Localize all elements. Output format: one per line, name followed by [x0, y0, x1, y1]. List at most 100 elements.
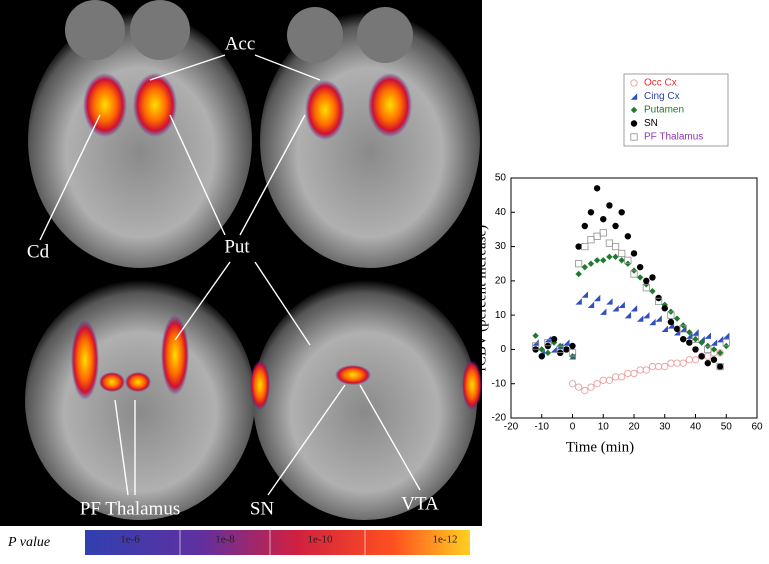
marker — [624, 369, 632, 378]
y-tick-label: -10 — [492, 378, 507, 389]
marker — [723, 332, 730, 339]
activation — [250, 360, 270, 410]
legend-marker — [630, 120, 638, 127]
marker — [612, 222, 619, 230]
image-label: VTA — [401, 493, 439, 514]
pointer — [149, 54, 226, 81]
x-tick-label: 0 — [570, 422, 576, 433]
marker — [667, 311, 675, 319]
marker — [587, 383, 595, 391]
marker — [655, 297, 663, 306]
x-tick-label: -10 — [535, 422, 550, 433]
image-label: SN — [250, 498, 275, 519]
marker — [593, 232, 601, 240]
colorbar-label: 1e-10 — [307, 534, 333, 546]
marker — [618, 373, 626, 381]
marker — [643, 311, 650, 319]
marker — [575, 270, 582, 278]
pointer — [169, 114, 226, 236]
activation — [99, 372, 125, 392]
legend-label: Occ Cx — [644, 78, 677, 89]
marker — [593, 294, 601, 302]
legend-label: Putamen — [644, 105, 684, 116]
marker — [575, 383, 583, 391]
marker — [686, 332, 693, 339]
marker — [692, 335, 699, 343]
marker — [563, 346, 570, 353]
marker — [600, 308, 607, 315]
marker — [581, 242, 589, 251]
pointer — [114, 399, 129, 496]
marker — [575, 298, 582, 305]
image-label: Cd — [27, 241, 50, 262]
activation — [462, 360, 482, 410]
marker — [605, 376, 614, 384]
colorbar-label: 1e-8 — [215, 534, 235, 546]
marker — [600, 257, 607, 264]
marker — [538, 353, 545, 360]
marker — [550, 335, 558, 343]
legend-label: PF Thalamus — [644, 132, 703, 143]
colorbar-label: 1e-6 — [120, 534, 140, 546]
marker — [624, 311, 632, 319]
marker — [599, 376, 607, 384]
pointer — [359, 384, 421, 491]
marker — [593, 257, 601, 264]
scatter-chart: Time (min) rCBV (percent increase) -20 -1… — [473, 73, 763, 455]
marker — [612, 253, 619, 261]
marker — [642, 366, 650, 374]
activation — [125, 372, 151, 392]
marker — [606, 298, 613, 305]
marker — [587, 301, 595, 309]
marker — [680, 335, 687, 343]
eye — [65, 0, 125, 60]
activation — [133, 73, 177, 137]
y-tick-label: 10 — [495, 310, 507, 321]
marker — [692, 346, 699, 353]
x-tick-label: 10 — [598, 422, 610, 433]
marker — [716, 349, 724, 357]
marker — [618, 249, 626, 258]
image-label: PF Thalamus — [80, 498, 180, 519]
eye — [130, 0, 190, 60]
marker — [716, 335, 724, 343]
marker — [611, 373, 620, 381]
legend-box — [623, 73, 729, 147]
marker — [618, 301, 625, 309]
marker — [680, 325, 687, 333]
y-axis-label: rCBV (percent increase) — [473, 225, 489, 371]
marker — [649, 287, 656, 295]
marker — [685, 356, 693, 364]
marker — [600, 215, 607, 223]
marker — [624, 256, 632, 264]
marker — [569, 342, 576, 350]
x-tick-label: 20 — [628, 422, 640, 433]
brain-images: Acc Cd Put PF Thalamus SN VTA — [0, 0, 482, 526]
legend-marker — [630, 79, 638, 87]
marker — [612, 305, 619, 312]
marker — [630, 270, 638, 278]
pointer — [254, 261, 311, 346]
marker — [704, 345, 712, 354]
series — [532, 253, 730, 360]
marker — [667, 318, 675, 326]
brain-slice — [260, 12, 480, 268]
marker — [691, 335, 700, 343]
activation — [335, 365, 371, 385]
marker — [667, 359, 675, 367]
activation — [161, 315, 189, 395]
marker — [704, 352, 712, 360]
y-tick-label: 30 — [495, 241, 507, 252]
x-tick-label: 50 — [721, 422, 733, 433]
series — [532, 291, 730, 360]
activation — [83, 73, 127, 137]
legend-label: Cing Cx — [644, 91, 680, 102]
colorbar: P value 1e-6 1e-8 1e-10 1e-12 — [7, 530, 470, 555]
colorbar-gradient — [85, 530, 470, 555]
marker — [581, 263, 588, 271]
marker — [691, 356, 700, 364]
marker — [673, 359, 681, 367]
marker — [550, 346, 558, 353]
marker — [624, 233, 632, 240]
